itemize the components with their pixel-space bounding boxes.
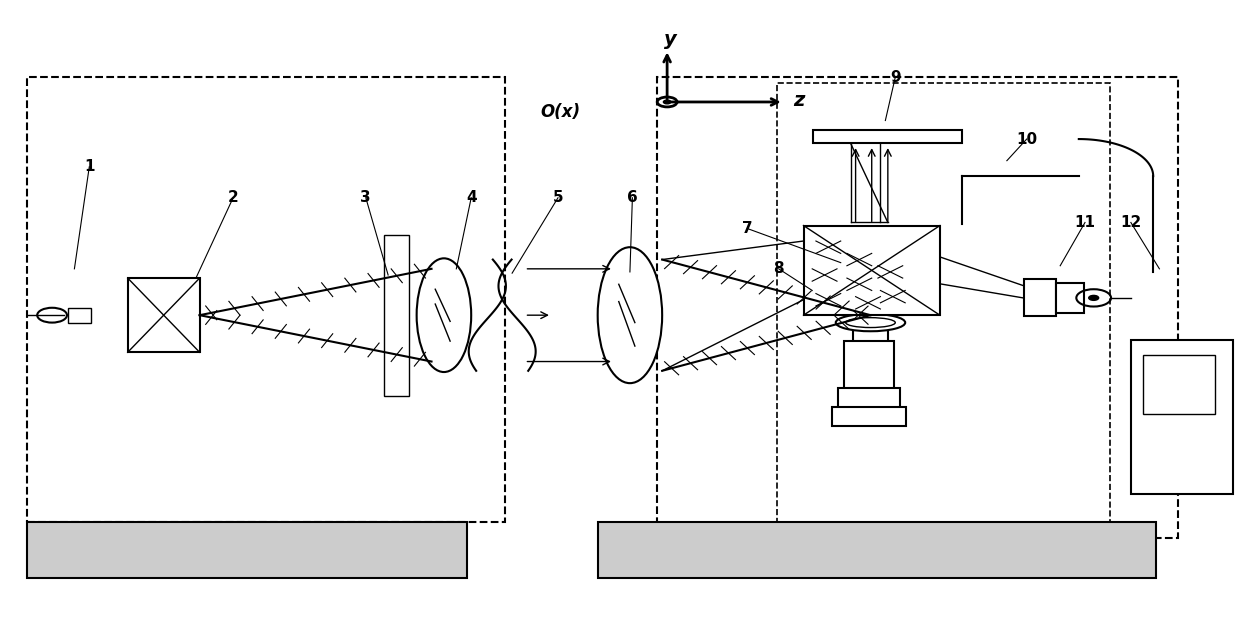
Bar [1143, 355, 1215, 414]
Bar [1056, 283, 1084, 313]
Text: 9: 9 [890, 70, 900, 85]
Bar [813, 130, 962, 143]
Text: 11: 11 [1075, 215, 1095, 230]
Bar [1024, 279, 1056, 316]
Bar [838, 281, 903, 315]
Text: 2: 2 [228, 190, 238, 205]
Bar [838, 388, 900, 408]
Text: 3: 3 [361, 190, 371, 205]
Text: 4: 4 [466, 190, 476, 205]
Bar [804, 226, 940, 315]
Ellipse shape [846, 318, 895, 328]
Text: O(x): O(x) [541, 103, 580, 122]
Text: 6: 6 [627, 190, 637, 205]
Bar [853, 313, 888, 343]
Ellipse shape [417, 258, 471, 372]
Bar [68, 308, 91, 323]
Bar [844, 341, 894, 389]
Bar [128, 278, 200, 352]
Text: 1: 1 [84, 159, 94, 174]
Text: 8: 8 [774, 261, 784, 276]
Bar [657, 77, 1178, 538]
Bar [777, 83, 1110, 528]
Bar [1131, 340, 1233, 494]
Bar [27, 77, 505, 522]
Bar [384, 235, 409, 396]
Circle shape [1089, 295, 1099, 300]
Text: 12: 12 [1120, 215, 1142, 230]
Ellipse shape [836, 314, 905, 331]
Bar [27, 522, 467, 578]
Text: 7: 7 [743, 221, 753, 236]
Bar [832, 407, 906, 426]
Text: 5: 5 [553, 190, 563, 205]
Circle shape [663, 100, 671, 104]
Text: y: y [665, 30, 677, 49]
Bar [598, 522, 1156, 578]
Text: 10: 10 [1016, 132, 1038, 146]
Ellipse shape [598, 247, 662, 383]
Text: z: z [794, 91, 805, 109]
